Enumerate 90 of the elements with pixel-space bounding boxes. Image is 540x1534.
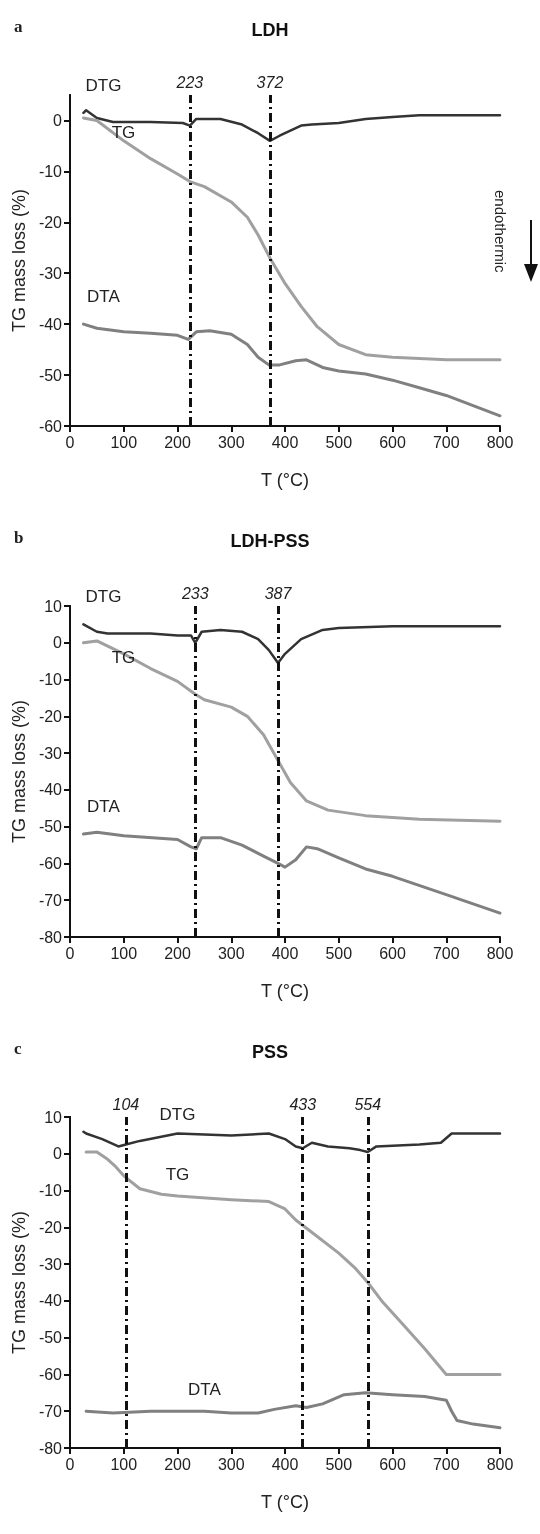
line-series bbox=[82, 623, 502, 665]
y-tick-label: -70 bbox=[38, 1402, 63, 1420]
series-label: DTG bbox=[85, 587, 122, 607]
series-label: TG bbox=[111, 122, 136, 142]
y-axis-title: TG mass loss (%) bbox=[8, 188, 29, 333]
y-tick-label: -70 bbox=[38, 891, 63, 909]
series-label: TG bbox=[165, 1165, 190, 1185]
x-tick-label: 300 bbox=[217, 1455, 245, 1473]
text: b bbox=[14, 528, 24, 547]
chart-title: LDH-PSS bbox=[230, 531, 310, 551]
ref-line-label: 554 bbox=[354, 1095, 382, 1113]
series-label: DTA bbox=[87, 797, 121, 817]
y-tick-label: -50 bbox=[38, 366, 63, 384]
x-tick-label: 100 bbox=[110, 1455, 138, 1473]
y-tick-label: -40 bbox=[38, 781, 63, 799]
text: a bbox=[14, 17, 23, 36]
x-tick-label: 500 bbox=[325, 433, 353, 451]
line-series bbox=[84, 1150, 502, 1376]
x-axis-title: T (°C) bbox=[261, 981, 309, 1001]
ref-line-label: 223 bbox=[175, 73, 204, 91]
y-tick-label: 10 bbox=[44, 1108, 63, 1126]
chart-title: LDH bbox=[251, 20, 289, 40]
x-tick-label: 100 bbox=[110, 944, 138, 962]
y-tick-label: -10 bbox=[38, 1182, 63, 1200]
y-tick-label: -60 bbox=[38, 1365, 63, 1383]
text: c bbox=[14, 1039, 22, 1058]
x-tick-label: 600 bbox=[379, 433, 406, 451]
y-tick-label: -30 bbox=[38, 264, 63, 282]
x-tick-label: 200 bbox=[164, 1455, 191, 1473]
x-tick-label: 200 bbox=[164, 433, 191, 451]
y-tick-label: 0 bbox=[53, 1145, 63, 1163]
x-tick-label: 300 bbox=[217, 433, 245, 451]
y-tick-label: -60 bbox=[38, 854, 63, 872]
series-label: DTG bbox=[85, 75, 122, 95]
y-tick-label: -50 bbox=[38, 1329, 63, 1347]
line-series bbox=[81, 322, 502, 418]
series-label: DTG bbox=[159, 1104, 196, 1124]
series-label: TG bbox=[111, 647, 136, 667]
y-axis-title: TG mass loss (%) bbox=[8, 1210, 29, 1355]
x-tick-label: 100 bbox=[110, 433, 138, 451]
y-axis-title: TG mass loss (%) bbox=[8, 699, 29, 844]
y-tick-label: -40 bbox=[38, 315, 63, 333]
line-series bbox=[82, 1130, 502, 1154]
y-tick-label: 0 bbox=[53, 111, 63, 129]
x-tick-label: 300 bbox=[217, 944, 245, 962]
x-tick-label: 400 bbox=[271, 433, 299, 451]
x-tick-label: 700 bbox=[432, 433, 460, 451]
x-tick-label: 500 bbox=[325, 944, 353, 962]
x-tick-label: 600 bbox=[379, 1455, 406, 1473]
ref-line-label: 387 bbox=[264, 584, 293, 602]
x-tick-label: 700 bbox=[432, 944, 460, 962]
y-tick-label: -20 bbox=[38, 707, 63, 725]
y-tick-label: 0 bbox=[53, 634, 63, 652]
x-tick-label: 0 bbox=[65, 1455, 75, 1473]
y-tick-label: -30 bbox=[38, 744, 63, 762]
x-axis-title: T (°C) bbox=[261, 470, 309, 490]
x-axis-title: T (°C) bbox=[261, 1492, 309, 1512]
x-tick-label: 400 bbox=[271, 1455, 299, 1473]
y-tick-label: -50 bbox=[38, 818, 63, 836]
x-tick-label: 800 bbox=[486, 944, 514, 962]
y-tick-label: -20 bbox=[38, 1218, 63, 1236]
x-tick-label: 600 bbox=[379, 944, 406, 962]
y-tick-label: -20 bbox=[38, 213, 63, 231]
x-tick-label: 0 bbox=[65, 433, 75, 451]
y-tick-label: -10 bbox=[38, 162, 63, 180]
line-series bbox=[81, 639, 502, 823]
line-series bbox=[82, 109, 502, 143]
series-label: DTA bbox=[87, 287, 121, 307]
annotation: endothermic bbox=[492, 190, 509, 274]
x-tick-label: 0 bbox=[65, 944, 75, 962]
y-tick-label: -10 bbox=[38, 671, 63, 689]
x-tick-label: 400 bbox=[271, 944, 299, 962]
y-tick-label: -80 bbox=[38, 1439, 63, 1457]
y-tick-label: -40 bbox=[38, 1292, 63, 1310]
ref-line-label: 372 bbox=[256, 73, 284, 91]
y-tick-label: -30 bbox=[38, 1255, 63, 1273]
y-tick-label: 10 bbox=[44, 597, 63, 615]
ref-line-label: 233 bbox=[180, 584, 209, 602]
x-tick-label: 800 bbox=[486, 433, 514, 451]
y-tick-label: -80 bbox=[38, 928, 63, 946]
line-series bbox=[81, 830, 502, 915]
x-tick-label: 200 bbox=[164, 944, 191, 962]
x-tick-label: 800 bbox=[486, 1455, 514, 1473]
x-tick-label: 500 bbox=[325, 1455, 353, 1473]
chart-title: PSS bbox=[251, 1042, 289, 1062]
x-tick-label: 700 bbox=[432, 1455, 460, 1473]
ref-line-label: 433 bbox=[289, 1095, 317, 1113]
series-label: DTA bbox=[188, 1380, 222, 1400]
y-tick-label: -60 bbox=[38, 417, 63, 435]
ref-line-label: 104 bbox=[112, 1095, 140, 1113]
